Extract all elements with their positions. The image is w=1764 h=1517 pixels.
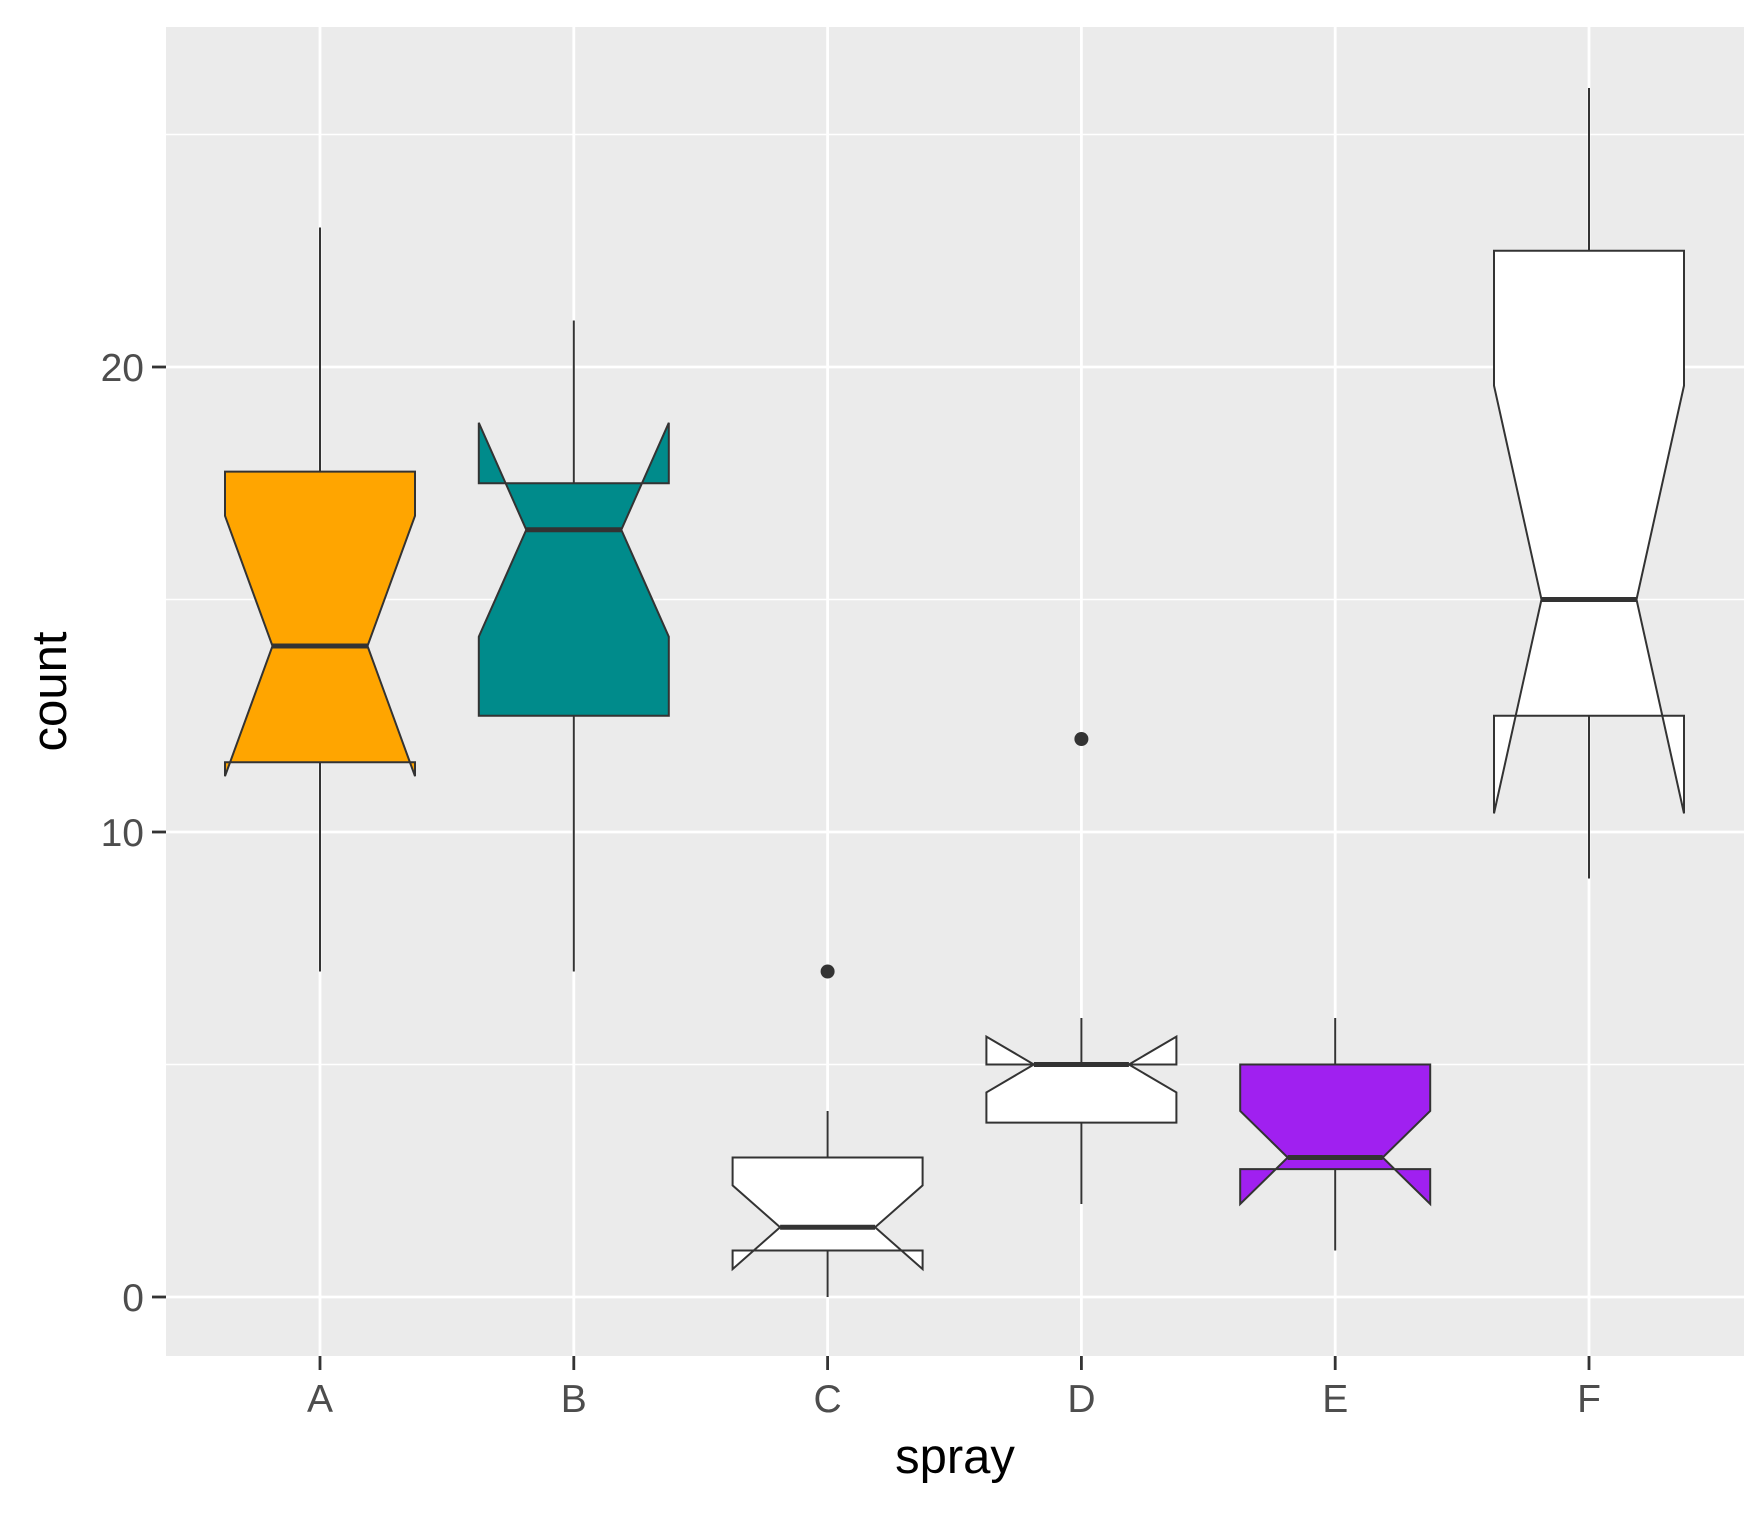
y-tick-label: 10 [101,812,144,855]
box-body [477,422,670,717]
box-E [1239,1018,1432,1251]
axes: 0 10 20 A B C D E F [101,347,1601,1421]
box-body [985,1034,1178,1124]
x-tick-label: A [307,1378,333,1421]
x-tick-label: E [1322,1378,1348,1421]
box-F [1493,88,1685,879]
x-tick-label: C [814,1378,842,1421]
x-axis-title: spray [895,1430,1015,1484]
box-body [224,470,416,777]
y-tick-label: 0 [122,1277,144,1320]
x-tick-label: F [1577,1378,1601,1421]
y-tick-label: 20 [101,347,144,390]
x-tick-label: D [1067,1378,1095,1421]
box-body [1493,249,1685,814]
outlier-point [1074,732,1089,746]
box-C [731,964,924,1297]
box-A [224,227,416,972]
panel-background [166,27,1744,1356]
box-B [477,320,670,972]
box-body [1239,1063,1432,1207]
box-body [731,1156,924,1272]
y-axis-title: count [23,631,77,751]
box-D [985,732,1178,1204]
outlier-point [820,964,835,979]
x-tick-label: B [561,1378,587,1421]
boxes [224,88,1685,1297]
